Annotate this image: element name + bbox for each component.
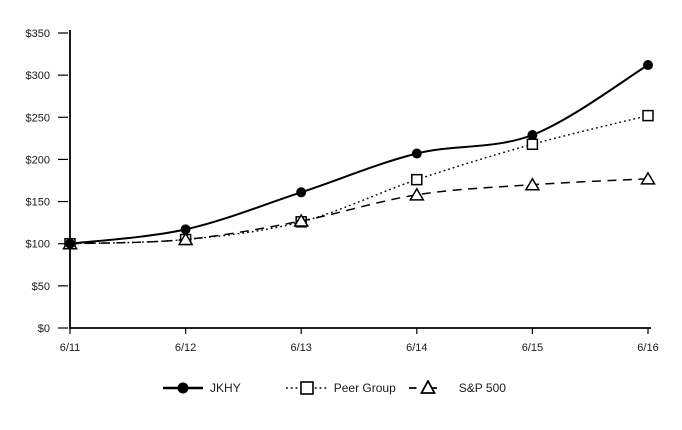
x-tick-label: 6/13: [290, 342, 311, 354]
marker-jkhy-6-14: [411, 148, 422, 159]
series-line-peer-group: [69, 114, 649, 245]
y-tick-label: $0: [38, 323, 50, 335]
legend-label-jkhy: JKHY: [210, 380, 241, 395]
y-tick-label: $350: [26, 28, 50, 40]
dashed-line-open-triangle-icon: [408, 380, 447, 394]
dotted-line-open-square-icon: [285, 380, 328, 395]
solid-line-filled-circle-icon: [163, 382, 204, 393]
marker-jkhy-6-16: [643, 60, 653, 71]
series-line-jkhy: [69, 64, 649, 245]
marker-jkhy-6-15: [527, 129, 538, 140]
marker-jkhy-6-11: [65, 238, 75, 249]
marker-peer-group-6-16: [642, 109, 654, 122]
chart-legend: JKHY Peer Group S&P 500: [0, 380, 682, 395]
y-tick-label: $150: [26, 197, 50, 209]
plot-area: $350 $300 $250 $200 $150 $100 $50 $0 6/11 6/12 6/1…: [26, 28, 659, 354]
x-tick-label: 6/16: [637, 342, 658, 354]
marker-peer-group-6-15: [526, 138, 539, 151]
x-tick-label: 6/14: [406, 342, 427, 354]
y-tick-label: $50: [32, 281, 50, 293]
legend-item-sp500: S&P 500: [408, 380, 506, 395]
legend-label-peer-group: Peer Group: [333, 380, 396, 395]
legend-item-jkhy: JKHY: [163, 381, 241, 395]
legend-label-sp500: S&P 500: [458, 380, 506, 395]
y-tick-label: $250: [26, 112, 50, 124]
marker-s-p-500-6-16: [640, 171, 656, 185]
legend-item-peer-group: Peer Group: [285, 380, 396, 395]
marker-peer-group-6-14: [411, 173, 423, 186]
y-tick-label: $300: [26, 70, 50, 82]
marker-jkhy-6-13: [296, 187, 307, 198]
marker-jkhy-6-12: [180, 224, 191, 235]
marker-s-p-500-6-15: [524, 177, 541, 191]
x-tick-label: 6/11: [60, 342, 81, 354]
marker-s-p-500-6-12: [177, 232, 194, 246]
y-tick-label: $100: [26, 239, 50, 251]
marker-s-p-500-6-14: [408, 187, 425, 201]
marker-s-p-500-6-13: [293, 213, 310, 227]
x-tick-label: 6/15: [522, 342, 543, 354]
x-tick-label: 6/12: [175, 342, 196, 354]
y-tick-label: $200: [26, 154, 50, 166]
